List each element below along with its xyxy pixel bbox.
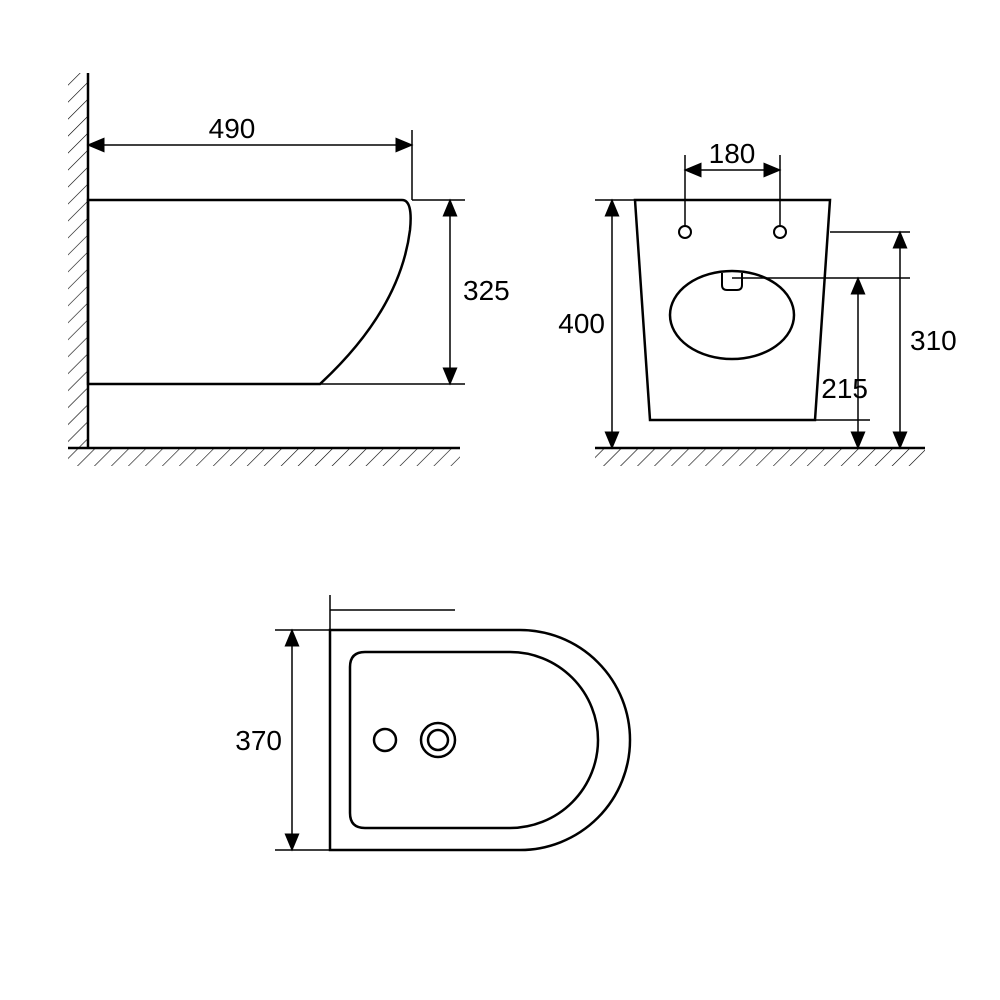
floor-hatch-front (595, 448, 925, 466)
top-view: 370 (235, 595, 630, 850)
dim-depth: 490 (209, 113, 256, 144)
drain-outer (421, 723, 455, 757)
dim-width: 370 (235, 725, 282, 756)
front-view: 180 400 310 215 (558, 138, 956, 466)
floor-hatch-side (68, 448, 460, 466)
mount-hole-right (774, 226, 786, 238)
bidet-front-outline (635, 200, 830, 420)
dim-215: 215 (821, 373, 868, 404)
bidet-side-outline (88, 200, 411, 384)
tap-hole (374, 729, 396, 751)
technical-drawing: 490 325 180 400 310 215 370 (0, 0, 1000, 1000)
dim-310: 310 (910, 325, 957, 356)
dim-hole-spacing: 180 (709, 138, 756, 169)
dim-total-height: 400 (558, 308, 605, 339)
mount-hole-left (679, 226, 691, 238)
side-view: 490 325 (68, 73, 510, 466)
bidet-top-inner (350, 652, 598, 828)
bowl-tab (722, 273, 742, 290)
bowl-opening (670, 271, 794, 359)
drain-inner (428, 730, 448, 750)
wall-hatch (68, 73, 88, 448)
dim-height: 325 (463, 275, 510, 306)
